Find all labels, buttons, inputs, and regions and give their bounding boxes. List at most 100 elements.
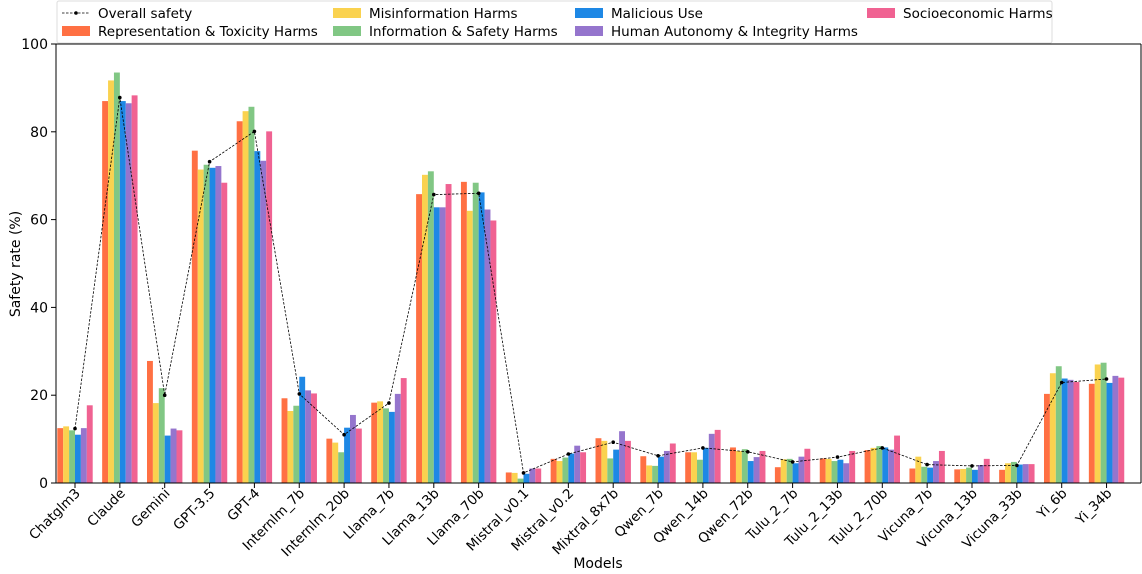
bar <box>960 468 967 483</box>
bar <box>786 458 793 483</box>
bar <box>663 450 670 483</box>
overall-safety-point <box>342 432 346 437</box>
y-tick-label: 0 <box>39 476 48 492</box>
bar <box>697 459 703 483</box>
bar <box>113 72 120 483</box>
bar <box>774 467 781 483</box>
legend-swatch <box>62 26 90 36</box>
bar <box>843 463 850 483</box>
overall-safety-line-layer <box>73 95 1109 475</box>
bar <box>792 463 799 483</box>
bar <box>977 465 984 483</box>
bar <box>825 458 832 483</box>
bar <box>1106 382 1113 483</box>
bar <box>1055 366 1062 483</box>
x-axis-label: Models <box>573 556 622 572</box>
bars-layer <box>57 72 1125 484</box>
overall-safety-point <box>297 392 302 396</box>
bar <box>147 360 153 483</box>
bar <box>938 450 945 483</box>
legend-swatch <box>867 8 895 18</box>
bar <box>574 445 581 483</box>
overall-safety-point <box>746 450 750 454</box>
bar <box>1028 464 1035 483</box>
bar <box>490 220 497 484</box>
bar <box>741 449 748 483</box>
bar <box>735 450 742 483</box>
y-tick-label: 100 <box>21 37 48 53</box>
bar <box>888 449 895 483</box>
overall-safety-point <box>925 462 929 467</box>
bar <box>759 450 766 483</box>
y-tick-label: 80 <box>30 125 48 141</box>
bar <box>882 447 889 483</box>
bar <box>607 458 614 483</box>
overall-safety-point <box>835 455 840 459</box>
bar <box>478 192 485 483</box>
bar <box>119 101 126 483</box>
bar <box>837 459 844 483</box>
bar <box>652 465 659 483</box>
x-tick-label: Yi_34b <box>1072 486 1115 529</box>
bar <box>388 411 395 483</box>
bar <box>248 106 255 483</box>
bar <box>849 450 856 483</box>
bar <box>669 443 676 483</box>
bar <box>1088 383 1095 483</box>
bar <box>484 209 491 483</box>
bar <box>350 414 356 483</box>
bar <box>293 405 300 483</box>
x-tick-label: GPT-4 <box>224 486 263 525</box>
bar <box>1112 375 1119 483</box>
bar <box>176 430 183 483</box>
bar <box>714 429 721 483</box>
bar <box>427 171 434 483</box>
bar <box>416 194 422 483</box>
overall-safety-point <box>387 401 391 405</box>
overall-safety-point <box>521 471 526 475</box>
overall-safety-point <box>566 452 571 456</box>
bar <box>152 403 159 483</box>
overall-safety-point <box>73 426 77 431</box>
bar <box>254 151 261 483</box>
bar <box>170 428 177 483</box>
bar <box>86 405 93 483</box>
bar <box>332 442 339 483</box>
bar <box>909 468 916 483</box>
legend-label: Overall safety <box>98 6 192 22</box>
overall-safety-point <box>790 460 795 464</box>
bar <box>685 452 692 483</box>
bar <box>236 121 243 483</box>
bar <box>209 167 216 484</box>
bar <box>69 430 75 483</box>
bar <box>646 465 653 483</box>
bar <box>400 378 407 483</box>
bar <box>753 457 760 483</box>
legend-swatch <box>575 26 603 36</box>
bar <box>80 428 87 484</box>
bar <box>1010 461 1017 483</box>
overall-safety-point <box>1104 377 1109 381</box>
bar <box>57 428 64 484</box>
bar <box>819 458 826 483</box>
bar <box>287 411 294 483</box>
bar <box>203 164 210 484</box>
bar <box>972 469 978 483</box>
bar <box>433 207 440 483</box>
bar <box>472 182 479 483</box>
bar <box>1061 378 1068 483</box>
bar <box>708 433 715 483</box>
bar <box>377 401 384 483</box>
bar <box>927 467 934 483</box>
x-tick-label: Gemini <box>128 486 173 531</box>
bar <box>394 393 401 483</box>
bar <box>1005 463 1011 483</box>
bar <box>371 402 378 483</box>
bar <box>999 469 1006 483</box>
y-tick-label: 20 <box>30 388 48 404</box>
bar <box>1073 382 1080 483</box>
bar <box>63 426 70 483</box>
x-tick-label: Claude <box>84 486 128 530</box>
bar <box>460 181 467 483</box>
bar <box>191 150 198 483</box>
